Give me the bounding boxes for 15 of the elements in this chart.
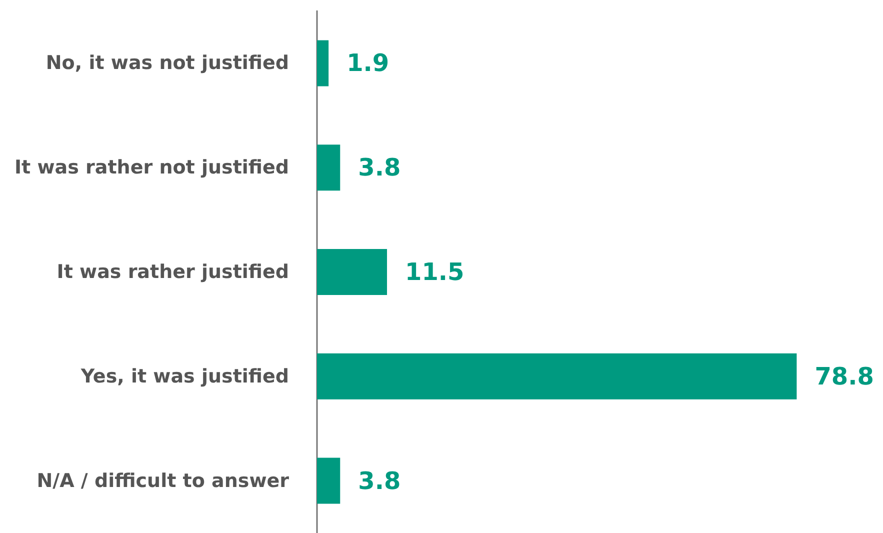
data-label: 3.8 [358,466,401,495]
data-label: 1.9 [346,49,390,78]
bar [317,249,388,295]
data-label: 3.8 [358,154,401,182]
bar [317,144,340,191]
y-tick-label: N/A / difficult to answer [36,470,290,492]
y-tick-label: It was rather not justified [14,156,289,179]
data-label: 11.5 [405,258,464,286]
bar [317,40,329,86]
y-tick-label: Yes, it was justified [80,365,289,388]
y-tick-label: It was rather justified [56,261,289,283]
data-label: 78.8 [814,362,874,390]
bar [317,353,797,400]
bar [317,458,340,504]
y-tick-label: No, it was not justified [46,52,289,74]
